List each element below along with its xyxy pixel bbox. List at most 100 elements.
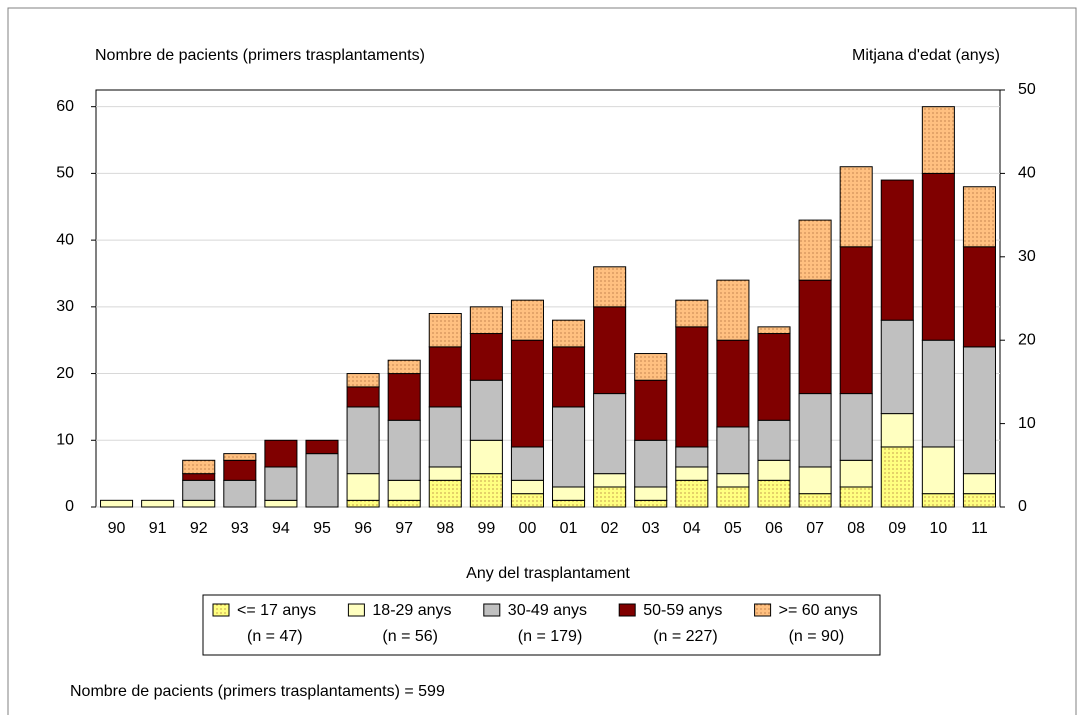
y-tick-label: 50 — [56, 165, 74, 182]
bar-segment — [552, 486, 586, 501]
bar-segment — [921, 493, 955, 508]
bar-segment — [757, 333, 791, 421]
bar-segment — [510, 446, 544, 481]
bar-segment — [346, 499, 380, 508]
bar-segment — [387, 499, 421, 508]
bar-segment — [839, 486, 873, 508]
x-tick-label: 02 — [601, 520, 619, 537]
y-tick-label: 30 — [56, 298, 74, 315]
x-tick-label: 07 — [806, 520, 824, 537]
bar-segment — [428, 479, 462, 508]
x-tick-label: 98 — [436, 520, 454, 537]
bar-segment — [634, 379, 668, 441]
bar-segment — [552, 346, 586, 408]
footnote: Nombre de pacients (primers trasplantame… — [70, 683, 445, 700]
bar-segment — [634, 439, 668, 488]
bar-segment — [469, 439, 503, 475]
bar-segment — [552, 319, 586, 348]
bar-segment — [593, 266, 627, 308]
bar-segment — [921, 339, 955, 448]
bar-segment — [510, 299, 544, 341]
bar-segment — [469, 379, 503, 441]
bar-segment — [716, 426, 750, 475]
bar-segment — [757, 459, 791, 481]
bar-segment — [182, 479, 216, 501]
bar-segment — [387, 419, 421, 481]
bar-segment — [716, 486, 750, 508]
bar-segment — [798, 219, 832, 281]
bar-segment — [346, 386, 380, 408]
bar-segment — [223, 453, 257, 461]
bar-segment — [634, 353, 668, 381]
bar-segment — [428, 313, 462, 348]
x-tick-label: 01 — [560, 520, 578, 537]
y2-tick-label: 40 — [1018, 165, 1036, 182]
bar-segment — [100, 499, 134, 508]
x-tick-label: 99 — [477, 520, 495, 537]
legend-swatch — [347, 603, 365, 617]
bar-segment — [880, 446, 914, 508]
bar-segment — [510, 493, 544, 508]
x-tick-label: 03 — [642, 520, 660, 537]
bar-segment — [880, 413, 914, 448]
bar-segment — [962, 473, 996, 495]
y-tick-label: 20 — [56, 365, 74, 382]
bar-segment — [223, 459, 257, 481]
legend-label: >= 60 anys — [779, 602, 858, 619]
bar-segment — [798, 493, 832, 508]
bar-segment — [962, 246, 996, 348]
bar-segment — [305, 453, 339, 508]
bar-segment — [798, 279, 832, 395]
bar-segment — [962, 346, 996, 475]
legend-label: <= 17 anys — [237, 602, 316, 619]
bar-segment — [346, 373, 380, 388]
bar-segment — [798, 393, 832, 468]
x-tick-label: 93 — [231, 520, 249, 537]
legend-label: 30-49 anys — [508, 602, 587, 619]
x-tick-label: 91 — [149, 520, 167, 537]
bar-segment — [305, 439, 339, 455]
y-tick-label: 40 — [56, 231, 74, 248]
bar-segment — [593, 486, 627, 508]
x-tick-label: 11 — [971, 520, 988, 537]
bar-segment — [757, 326, 791, 335]
bar-segment — [223, 479, 257, 508]
y2-tick-label: 20 — [1018, 331, 1036, 348]
x-tick-label: 97 — [395, 520, 413, 537]
bar-segment — [798, 466, 832, 495]
y2-tick-label: 0 — [1018, 498, 1027, 515]
bar-segment — [962, 186, 996, 248]
y2-tick-label: 50 — [1018, 81, 1036, 98]
x-tick-label: 09 — [888, 520, 906, 537]
bar-segment — [387, 479, 421, 501]
bar-segment — [675, 299, 709, 328]
legend-n-label: (n = 47) — [247, 628, 303, 645]
bar-segment — [839, 246, 873, 395]
bar-segment — [921, 446, 955, 495]
bar-segment — [880, 319, 914, 415]
bar-segment — [469, 473, 503, 508]
bar-segment — [387, 359, 421, 375]
bar-segment — [757, 479, 791, 508]
legend-label: 18-29 anys — [372, 602, 451, 619]
bar-segment — [469, 306, 503, 335]
bar-segment — [469, 333, 503, 381]
legend-swatch — [618, 603, 636, 617]
bar-segment — [757, 419, 791, 461]
y-tick-label: 10 — [56, 431, 74, 448]
x-tick-label: 94 — [272, 520, 290, 537]
x-tick-label: 96 — [354, 520, 372, 537]
bar-segment — [182, 499, 216, 508]
bar-segment — [675, 466, 709, 481]
x-tick-label: 00 — [519, 520, 537, 537]
x-tick-label: 95 — [313, 520, 331, 537]
bar-segment — [839, 166, 873, 248]
legend-label: 50-59 anys — [643, 602, 722, 619]
bar-segment — [593, 473, 627, 488]
y-axis-title: Nombre de pacients (primers trasplantame… — [95, 47, 425, 64]
bar-segment — [182, 459, 216, 475]
bar-segment — [716, 279, 750, 341]
legend-n-label: (n = 90) — [789, 628, 845, 645]
y2-axis-title: Mitjana d'edat (anys) — [852, 47, 1000, 64]
